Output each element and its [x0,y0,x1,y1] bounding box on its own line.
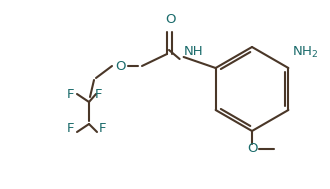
Text: O: O [115,60,125,73]
Text: F: F [67,122,75,136]
Text: O: O [165,13,175,26]
Text: F: F [99,122,107,136]
Text: O: O [247,143,257,156]
Text: NH: NH [184,45,203,58]
Text: F: F [95,88,103,101]
Text: F: F [67,88,75,101]
Text: NH$_2$: NH$_2$ [292,45,319,60]
